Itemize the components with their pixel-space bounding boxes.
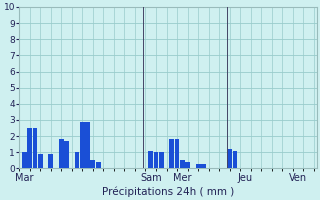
Bar: [227, 149, 232, 168]
Bar: [196, 164, 201, 168]
Bar: [80, 122, 85, 168]
Bar: [169, 139, 174, 168]
Bar: [75, 152, 79, 168]
Bar: [96, 162, 100, 168]
Bar: [91, 160, 95, 168]
Bar: [22, 152, 27, 168]
X-axis label: Précipitations 24h ( mm ): Précipitations 24h ( mm ): [102, 186, 234, 197]
Bar: [85, 122, 90, 168]
Bar: [27, 128, 32, 168]
Bar: [154, 152, 158, 168]
Bar: [48, 154, 53, 168]
Bar: [159, 152, 164, 168]
Bar: [180, 160, 185, 168]
Bar: [201, 164, 206, 168]
Bar: [59, 139, 64, 168]
Bar: [175, 139, 180, 168]
Bar: [33, 128, 37, 168]
Bar: [233, 151, 237, 168]
Bar: [185, 162, 190, 168]
Bar: [38, 154, 43, 168]
Bar: [64, 141, 69, 168]
Bar: [148, 151, 153, 168]
